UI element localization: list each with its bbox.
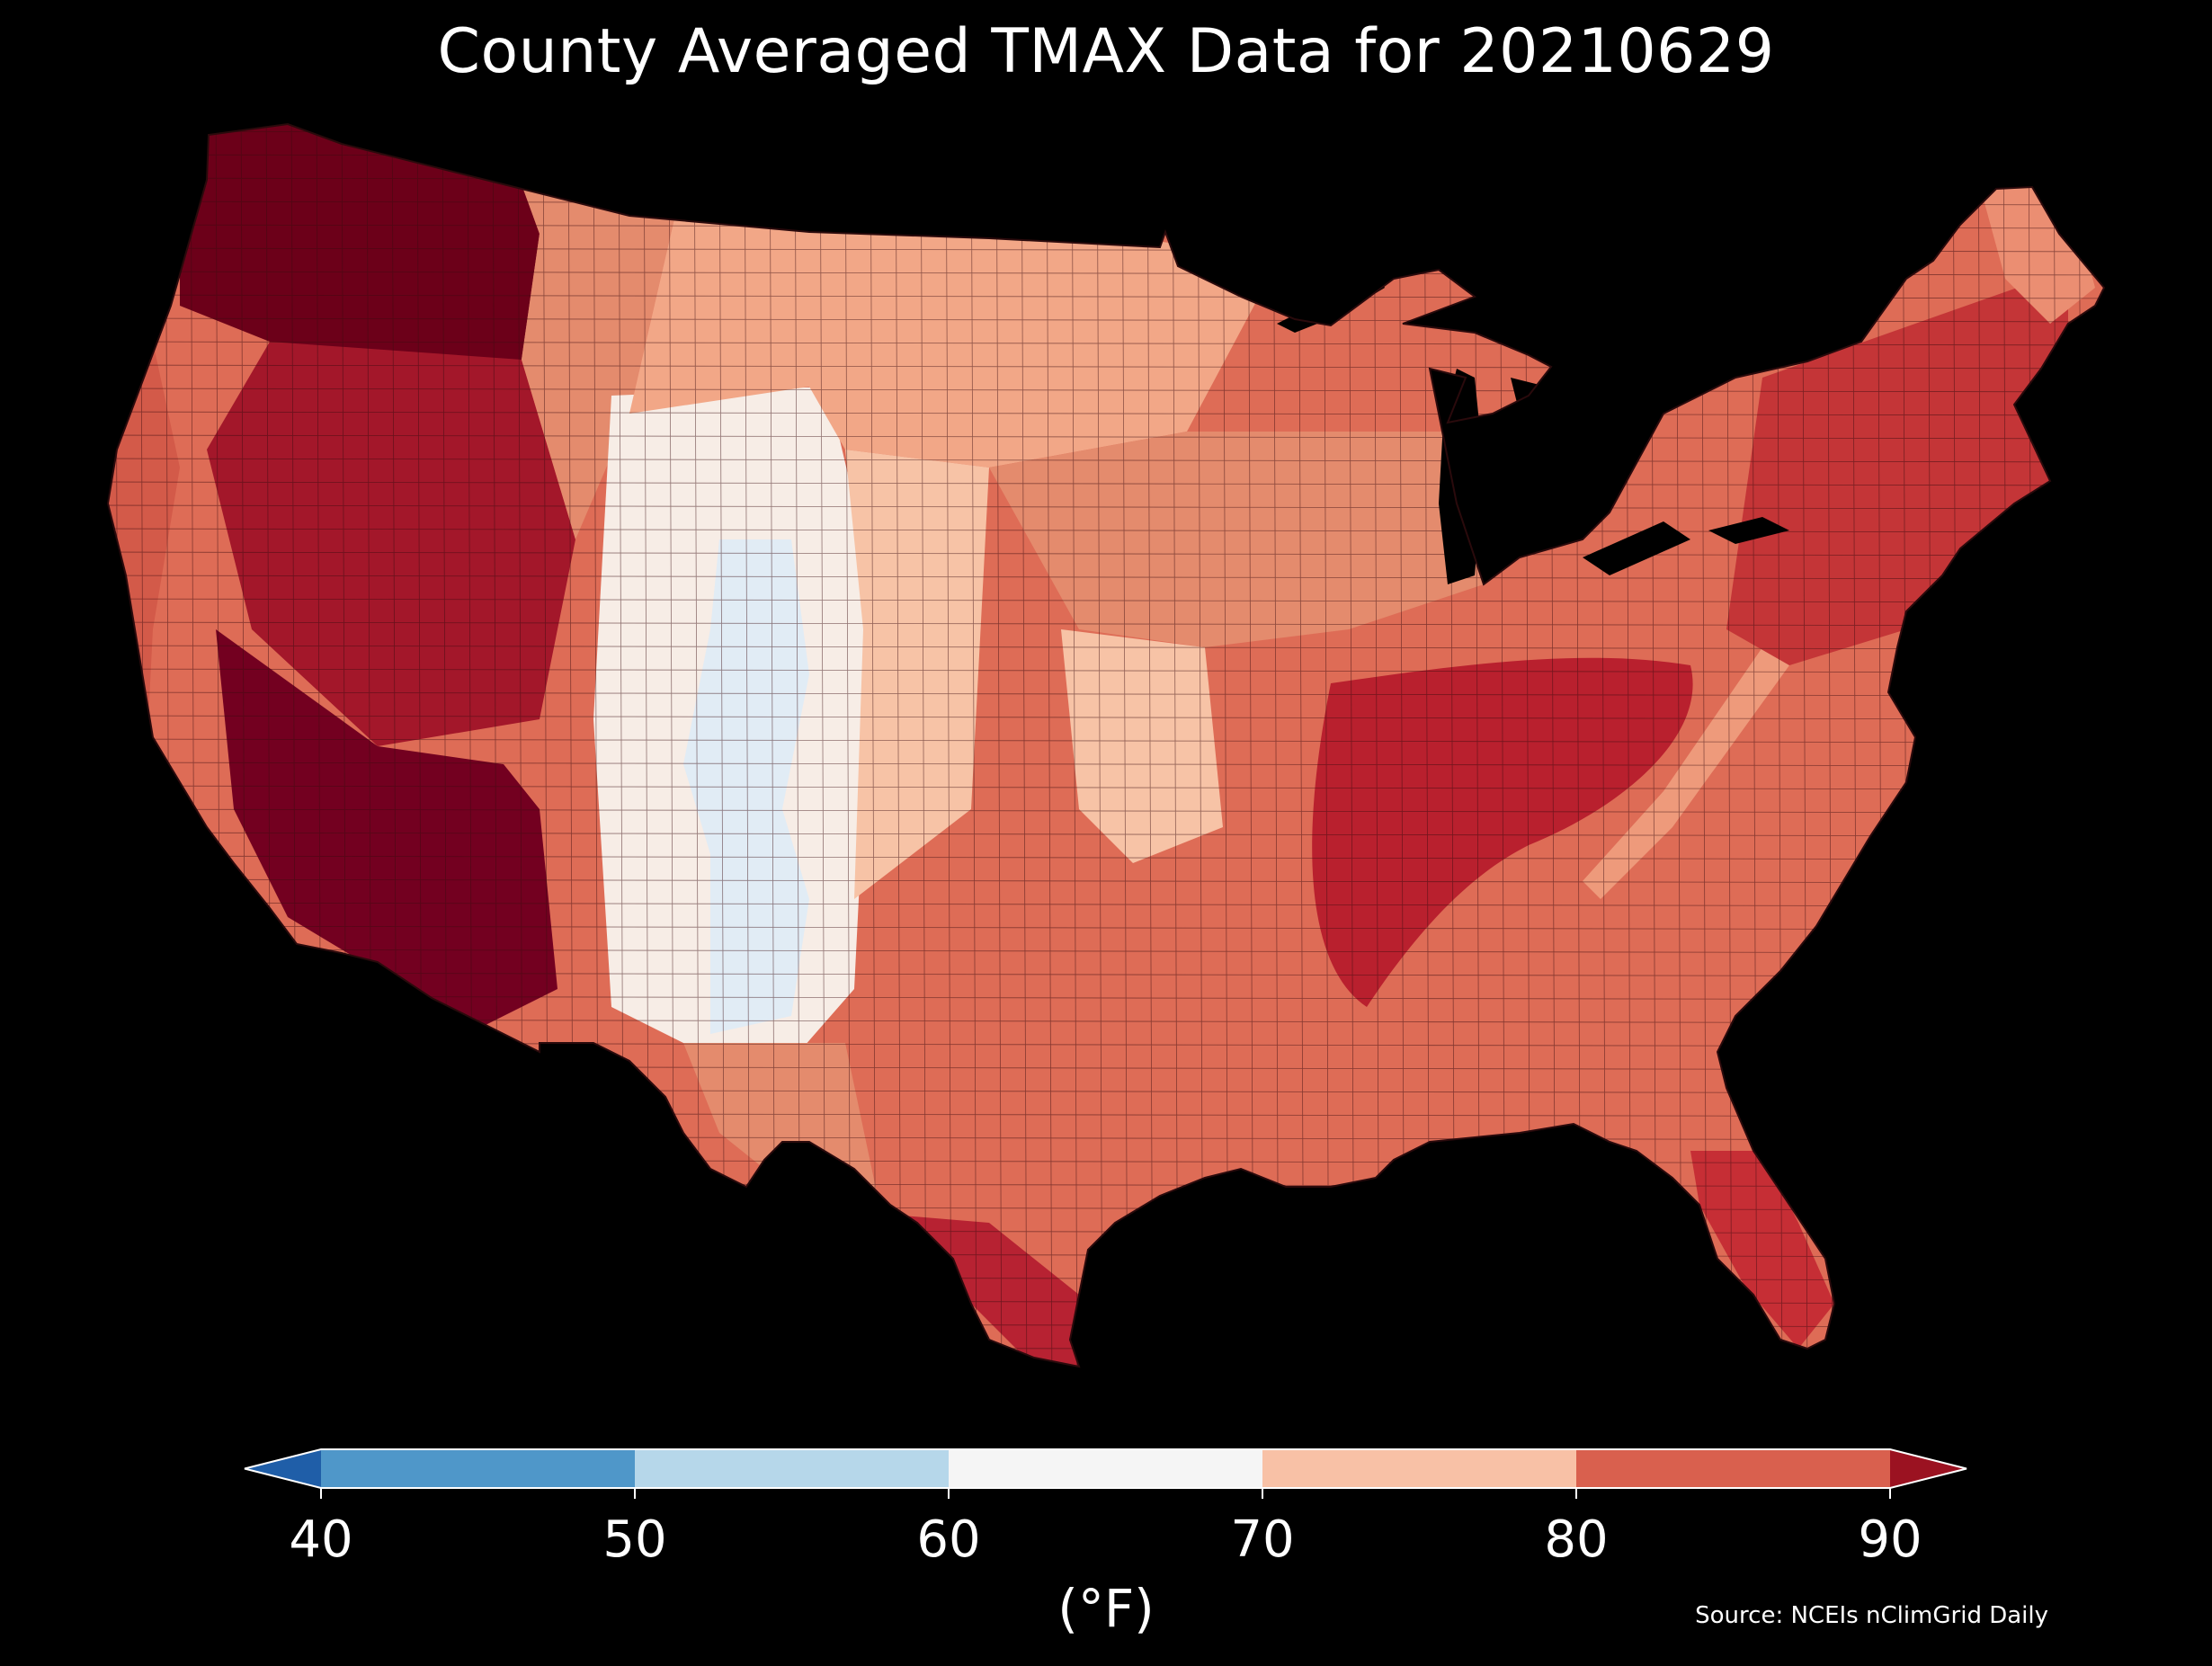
region-texas-west [683,1043,881,1214]
colorbar-units-label: (°F) [1057,1578,1155,1639]
colorbar-extend-low [245,1449,321,1488]
colorbar-tick-label: 80 [1544,1510,1609,1569]
colorbar-bin [321,1449,635,1488]
great-lakes [1277,270,1789,584]
colorbar-tick-label: 70 [1230,1510,1295,1569]
colorbar-tick-label: 50 [602,1510,667,1569]
region-appalachian-ridge [1583,647,1789,899]
region-tennessee-valley [1312,657,1693,1007]
colorbar-bin [949,1449,1262,1488]
region-mountain-west [504,135,683,539]
chart-title: County Averaged TMAX Data for 20210629 [437,16,1775,87]
region-high-plains [845,450,989,899]
region-southwest-desert [216,629,557,1034]
region-great-basin [207,342,575,746]
us-county-tmax-map [107,123,2105,1368]
colorbar-tick-label: 40 [289,1510,353,1569]
region-midwest [989,432,1484,647]
colorbar-tick-label: 60 [916,1510,981,1569]
colorbar-bin [635,1449,949,1488]
region-northern-plains [629,180,1259,468]
region-northwest-interior [180,124,540,378]
colorbar-bin [1576,1449,1890,1488]
colorbar-bin [1262,1449,1576,1488]
region-central-plains [1061,629,1223,863]
region-florida [1690,1151,1834,1349]
colorbar-tick-label: 90 [1858,1510,1922,1569]
source-credit: Source: NCEIs nClimGrid Daily [1695,1602,2048,1629]
colorbar-extend-high [1890,1449,1967,1488]
